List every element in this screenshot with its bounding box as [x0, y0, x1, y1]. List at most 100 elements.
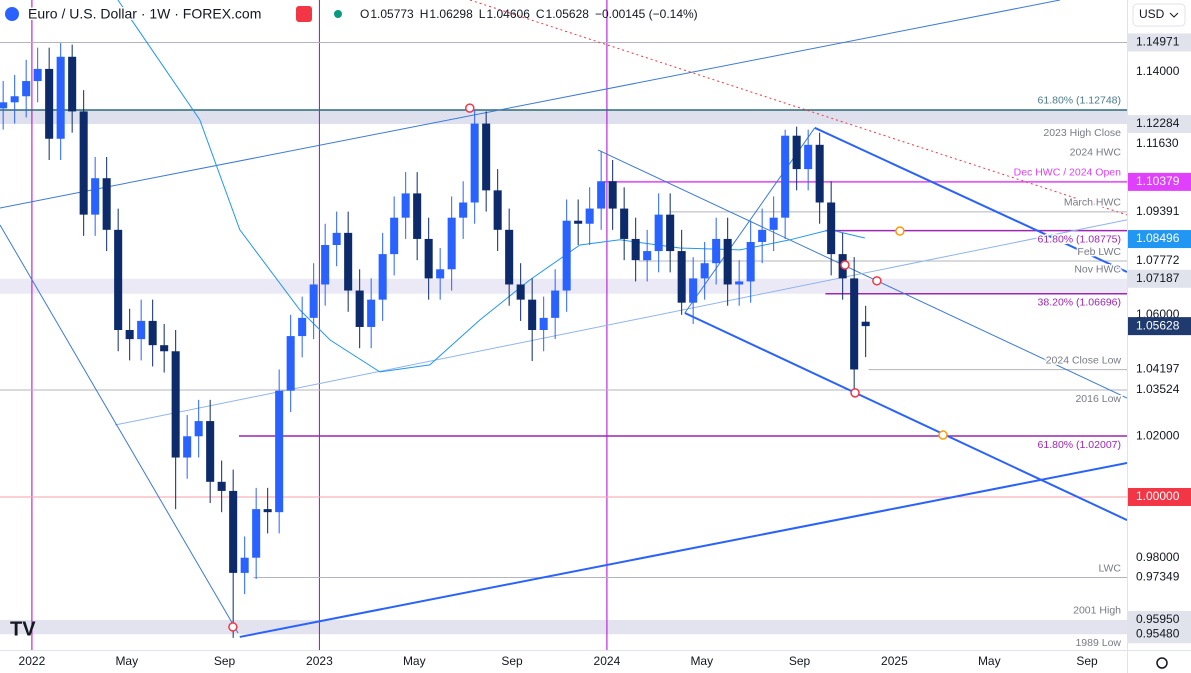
candle-body: [700, 263, 709, 279]
pivot-marker: [465, 103, 475, 113]
candle-body: [769, 217, 778, 230]
price-label-box: [1128, 487, 1191, 506]
candle-body: [286, 336, 295, 391]
change: −0.00145 (−0.14%): [595, 7, 698, 21]
x-tick-label: Sep: [214, 654, 236, 668]
candle-body: [344, 232, 353, 291]
pivot-marker: [850, 388, 860, 398]
level-note: 1989 Low: [1075, 637, 1121, 649]
price-label: 1.04197: [1136, 362, 1180, 376]
candle-body: [585, 208, 594, 224]
price-label-box: [1128, 625, 1191, 644]
candle-body: [240, 557, 249, 573]
candle-body: [263, 509, 272, 513]
x-tick-label: 2025: [881, 654, 908, 668]
pivot-marker: [228, 622, 238, 632]
trendline: [114, 219, 1127, 426]
candle-body: [22, 81, 31, 97]
pivot-marker: [840, 260, 850, 270]
candle-body: [677, 251, 686, 303]
moving-average: [117, 0, 865, 373]
candle-body: [367, 299, 376, 327]
price-label: 1.14000: [1136, 64, 1180, 78]
candle-body: [436, 269, 445, 279]
level-note: LWC: [1098, 562, 1121, 574]
level-note: 61.80% (1.12748): [1038, 95, 1121, 107]
price-label: 1.07187: [1136, 271, 1180, 285]
price-label: 1.07772: [1136, 253, 1180, 267]
candle-body: [470, 123, 479, 203]
symbol-icon: [5, 7, 19, 21]
candle-body: [551, 290, 560, 318]
candle-body: [206, 421, 215, 482]
x-tick-label: 2024: [594, 654, 621, 668]
candle-body: [390, 217, 399, 255]
candle-body: [10, 96, 19, 103]
candle-body: [666, 214, 675, 252]
candle-body: [91, 178, 100, 215]
candle-body: [758, 229, 767, 242]
symbol-title[interactable]: Euro / U.S. Dollar · 1W · FOREX.com: [27, 4, 263, 23]
candle-body: [0, 102, 8, 109]
price-label: 1.08496: [1136, 231, 1180, 245]
plot-area: 61.80% (1.12748) 2023 High Close 2024 HWC D…: [0, 0, 1127, 650]
currency: USD: [1139, 7, 1165, 21]
ohlc-key: O: [360, 7, 369, 21]
candle-body: [56, 56, 65, 139]
level-note: 2024 Close Low: [1046, 354, 1122, 366]
candle-body: [252, 509, 261, 558]
candle-body: [355, 290, 364, 327]
pivot-marker: [872, 276, 882, 286]
price-label-box: [1128, 230, 1191, 249]
trendline: [814, 126, 1127, 273]
price-label: 0.95950: [1136, 612, 1180, 626]
price-label: 1.10379: [1136, 174, 1180, 188]
x-tick-label: Sep: [501, 654, 523, 668]
candle-body: [804, 144, 813, 170]
level-note: 61.80% (1.08775): [1038, 233, 1121, 245]
x-tick-label: May: [690, 654, 713, 668]
candle-body: [631, 238, 640, 261]
candle-body: [45, 68, 54, 139]
candle-body: [620, 208, 629, 239]
candle-body: [516, 284, 525, 300]
candle-body: [539, 317, 548, 331]
candle-body: [125, 330, 134, 340]
level-note: 61.80% (1.02007): [1038, 439, 1121, 451]
candle-body: [321, 245, 330, 285]
candle-body: [79, 111, 88, 215]
x-tick-label: 2022: [19, 654, 46, 668]
candle-body: [574, 220, 583, 224]
ohlc-key: H: [420, 7, 429, 21]
level-note: 2024 HWC: [1070, 147, 1122, 159]
price-label: 1.14971: [1136, 35, 1180, 49]
price-label-box: [1128, 317, 1191, 336]
candle-body: [275, 390, 284, 513]
candle-body: [746, 241, 755, 282]
candle-body: [424, 238, 433, 279]
candle-body: [447, 217, 456, 270]
level-note: March HWC: [1064, 197, 1122, 209]
trendline: [597, 149, 1127, 399]
price-axis: 1.14971 1.14000 1.12284 1.11630 1.10379 1.093…: [1128, 33, 1191, 644]
currency-button[interactable]: [1132, 3, 1186, 27]
flag-icon[interactable]: [296, 6, 312, 22]
logo[interactable]: TV: [10, 618, 36, 640]
x-tick-label: May: [978, 654, 1001, 668]
candle-body: [459, 202, 468, 218]
price-label: 1.12284: [1136, 116, 1180, 130]
candle-body: [171, 351, 180, 458]
candle-body: [781, 135, 790, 218]
level-note: 2016 Low: [1075, 393, 1121, 405]
pivot-marker: [938, 430, 948, 440]
settings-icon[interactable]: [1156, 657, 1168, 669]
candle-body: [378, 254, 387, 300]
level-note: 2023 High Close: [1043, 127, 1121, 139]
ohlc-value: 1.04606: [486, 7, 530, 21]
level-note: 38.20% (1.06696): [1038, 296, 1121, 308]
candle-body: [102, 178, 111, 230]
candle-body: [850, 278, 859, 370]
price-label: 1.00000: [1136, 489, 1180, 503]
candle-body: [298, 317, 307, 337]
